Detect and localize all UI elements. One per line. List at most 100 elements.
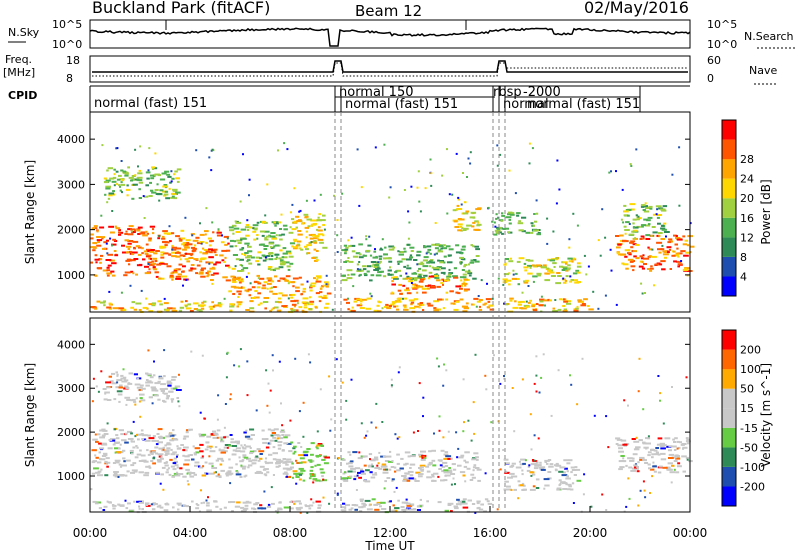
xtick-label: 00:00: [673, 526, 708, 540]
power-colorbar: 4 8 12 16 20 24 28: [721, 119, 754, 297]
colorbar-tick-label: 4: [740, 270, 747, 283]
cpid-mode-5: normal: [503, 97, 549, 112]
echo-region: [623, 203, 670, 237]
echo-region: [491, 211, 541, 236]
colorbar-tick-label: 8: [740, 251, 747, 264]
echo-region: [91, 427, 294, 478]
echo-region: [615, 234, 695, 272]
colorbar-tick-label: 50: [740, 383, 754, 396]
velocity-cbar-label: Velocity [m s^-1]: [759, 363, 773, 467]
echo-region: [341, 243, 480, 282]
ytick-label: 4000: [57, 338, 85, 351]
colorbar-swatch: [722, 139, 736, 160]
date-title: 02/May/2016: [584, 0, 689, 17]
echo-region: [290, 441, 330, 483]
colorbar-swatch: [722, 388, 736, 409]
ytick-label: 2000: [57, 224, 85, 237]
nave-trace: [92, 62, 688, 77]
colorbar-swatch: [722, 369, 736, 389]
colorbar-swatch: [722, 330, 736, 350]
velocity-marks: [90, 348, 693, 514]
nsearch-tick-top: 10^5: [707, 18, 737, 31]
sparse-echoes: [90, 348, 689, 514]
colorbar-tick-label: 20: [740, 192, 754, 205]
colorbar-tick-label: 24: [740, 173, 754, 186]
cpid-mode-3: rbsp: [493, 85, 522, 100]
ytick-label: 1000: [57, 470, 85, 483]
ytick-label: 1000: [57, 269, 85, 282]
echo-region: [152, 229, 231, 282]
nsearch-label: N.Search: [744, 30, 794, 43]
cpid-mode-4: -2000: [523, 85, 561, 100]
nave-tick-top: 60: [707, 54, 721, 67]
colorbar-swatch: [722, 198, 736, 218]
freq-tick-top: 18: [66, 54, 80, 67]
cpid-mode-0: normal (fast) 151: [94, 96, 207, 111]
power-panel: Slant Range [km] 1000 2000 3000 4000: [23, 111, 695, 313]
colorbar-tick-label: 15: [740, 402, 754, 415]
ytick-label: 3000: [57, 382, 85, 395]
nsky-label: N.Sky: [8, 26, 40, 39]
ytick-label: 3000: [57, 178, 85, 191]
echo-region: [90, 299, 330, 313]
freq-unit: [MHz]: [3, 66, 35, 79]
colorbar-swatch: [722, 486, 736, 506]
colorbar-tick-label: 16: [740, 212, 754, 225]
freq-label: Freq.: [5, 53, 32, 66]
echo-region: [503, 297, 594, 313]
echo-region: [92, 500, 322, 514]
echo-region: [228, 274, 332, 300]
colorbar-tick-label: -50: [740, 441, 758, 454]
velocity-yticks: 1000 2000 3000 4000: [57, 338, 690, 483]
echo-region: [390, 275, 470, 295]
freq-panel: Freq. [MHz] 18 8 60 0 Nave: [3, 53, 778, 85]
nave-label: Nave: [749, 64, 777, 77]
time-xticks: 00:00 04:00 08:00 12:00 16:00 20:00 00:00: [73, 506, 708, 540]
echo-region: [340, 449, 482, 483]
colorbar-swatch: [722, 217, 736, 238]
nsky-trace: [89, 27, 691, 47]
xtick-label: 00:00: [73, 526, 108, 540]
xtick-label: 04:00: [173, 526, 208, 540]
colorbar-swatch: [722, 159, 736, 179]
colorbar-swatch: [722, 237, 736, 257]
xtick-label: 08:00: [273, 526, 308, 540]
cpid-mode-2: normal (fast) 151: [345, 97, 458, 112]
cpid-mode-6: normal (fast) 151: [527, 97, 640, 112]
nsky-tick-bottom: 10^0: [52, 38, 82, 51]
ytick-label: 2000: [57, 426, 85, 439]
power-ylabel: Slant Range [km]: [23, 160, 37, 264]
colorbar-swatch: [722, 276, 736, 296]
nsky-tick-top: 10^5: [52, 18, 82, 31]
site-title: Buckland Park (fitACF): [92, 0, 270, 17]
colorbar-swatch: [722, 427, 736, 448]
colorbar-tick-label: -100: [740, 461, 765, 474]
xtick-label: 20:00: [573, 526, 608, 540]
cpid-row: CPID normal (fast) 151 normal 150 normal…: [8, 85, 690, 112]
power-yticks: 1000 2000 3000 4000: [57, 133, 690, 282]
sparse-echoes: [100, 142, 692, 311]
echo-region: [228, 220, 295, 272]
colorbar-swatch: [722, 120, 736, 140]
colorbar-tick-label: 28: [740, 153, 754, 166]
echo-region: [340, 498, 493, 514]
echo-region: [343, 297, 495, 313]
echo-region: [90, 225, 157, 277]
xtick-label: 16:00: [473, 526, 508, 540]
power-cbar-label: Power [dB]: [759, 179, 773, 244]
echo-region: [452, 198, 482, 232]
colorbar-tick-label: 100: [740, 363, 761, 376]
nave-tick-bottom: 0: [707, 72, 714, 85]
cpid-mode-1: normal 150: [339, 85, 414, 100]
echo-region: [103, 166, 182, 200]
colorbar-swatch: [722, 349, 736, 370]
nsky-panel: N.Sky 10^5 10^0 10^5 10^0 N.Search: [8, 18, 795, 51]
cpid-label: CPID: [8, 89, 37, 102]
echo-region: [503, 458, 582, 491]
colorbar-frame: [721, 119, 737, 297]
time-xlabel: Time UT: [364, 539, 415, 553]
echo-region: [502, 257, 582, 286]
colorbar-tick-label: 200: [740, 344, 761, 357]
